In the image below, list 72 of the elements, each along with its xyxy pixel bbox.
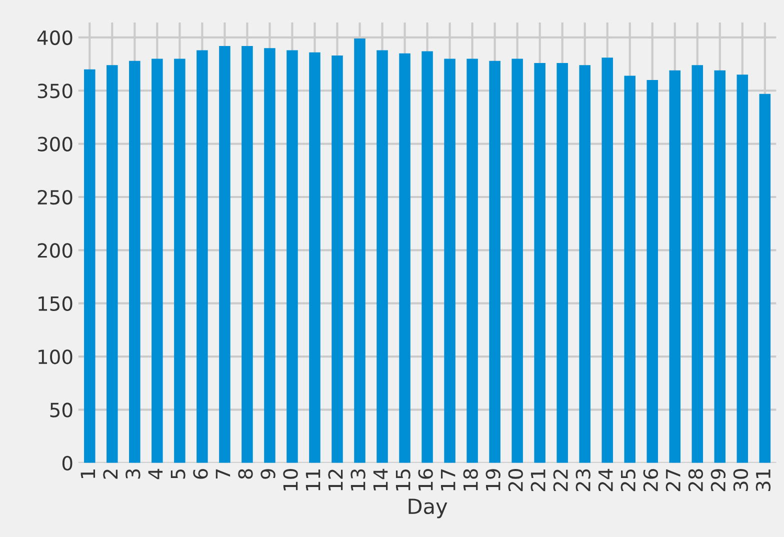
bar xyxy=(309,52,320,463)
x-tick-label: 16 xyxy=(418,468,433,490)
x-tick-label: 8 xyxy=(238,469,253,479)
x-tick-label: 31 xyxy=(756,470,771,492)
x-tick-label: 7 xyxy=(216,469,230,479)
x-tick-label: 17 xyxy=(440,469,456,490)
y-tick-label: 400 xyxy=(37,30,72,46)
bar xyxy=(466,58,478,463)
x-tick-label: 12 xyxy=(328,470,343,490)
bar xyxy=(219,46,230,463)
bar xyxy=(759,94,771,463)
y-tick-label: 150 xyxy=(38,296,72,312)
x-tick-label: 15 xyxy=(396,469,410,490)
x-tick-label: 20 xyxy=(508,469,523,492)
x-tick-label: 30 xyxy=(733,469,748,492)
x-tick-label: 26 xyxy=(643,468,658,492)
bar xyxy=(286,50,298,463)
bar xyxy=(646,80,658,463)
bar xyxy=(354,38,366,463)
x-tick-label: 1 xyxy=(80,470,96,478)
y-tick-label: 250 xyxy=(38,190,72,205)
y-tick-label: 0 xyxy=(62,456,72,471)
x-tick-label: 13 xyxy=(350,469,366,490)
bar xyxy=(579,65,590,463)
x-tick-label: 9 xyxy=(260,469,276,479)
x-tick-label: 3 xyxy=(126,469,140,479)
x-tick-label: 22 xyxy=(553,470,568,492)
bar xyxy=(174,58,186,463)
x-tick-label: 10 xyxy=(283,469,298,490)
bar xyxy=(512,58,523,463)
bar xyxy=(556,62,568,463)
bar xyxy=(264,48,276,463)
bar xyxy=(376,50,388,463)
y-tick-label: 50 xyxy=(50,402,72,418)
bar xyxy=(736,74,748,463)
bar xyxy=(534,62,546,463)
x-tick-label: 28 xyxy=(688,469,704,492)
bar xyxy=(196,50,208,463)
x-axis-title: Day xyxy=(408,498,448,518)
x-tick-label: 11 xyxy=(306,470,320,490)
x-tick-label: 4 xyxy=(148,468,163,480)
bar xyxy=(399,53,410,463)
x-tick-label: 2 xyxy=(103,470,118,479)
bar xyxy=(152,58,163,463)
x-tick-label: 19 xyxy=(486,469,500,490)
y-tick-label: 350 xyxy=(38,84,72,98)
bar xyxy=(624,76,636,463)
bar xyxy=(602,58,613,463)
bar xyxy=(714,70,726,463)
x-tick-label: 27 xyxy=(666,469,680,492)
bar xyxy=(489,60,500,463)
x-tick-label: 6 xyxy=(193,468,208,479)
bar xyxy=(669,70,680,463)
bar xyxy=(106,65,118,463)
bar xyxy=(444,58,456,463)
bar xyxy=(692,65,704,463)
bar xyxy=(422,51,433,463)
x-tick-label: 23 xyxy=(576,469,590,492)
y-tick-label: 100 xyxy=(38,349,72,364)
bar xyxy=(84,69,96,463)
x-tick-label: 29 xyxy=(710,469,726,492)
x-tick-label: 21 xyxy=(530,470,546,492)
x-tick-label: 24 xyxy=(598,468,613,492)
x-tick-label: 25 xyxy=(620,469,636,492)
y-tick-label: 300 xyxy=(38,136,72,152)
x-tick-label: 18 xyxy=(463,469,478,490)
x-tick-label: 14 xyxy=(373,468,388,490)
bar xyxy=(129,60,140,463)
y-tick-label: 200 xyxy=(38,243,72,258)
bar xyxy=(242,46,253,463)
bar xyxy=(332,56,343,463)
x-tick-label: 5 xyxy=(170,469,186,479)
